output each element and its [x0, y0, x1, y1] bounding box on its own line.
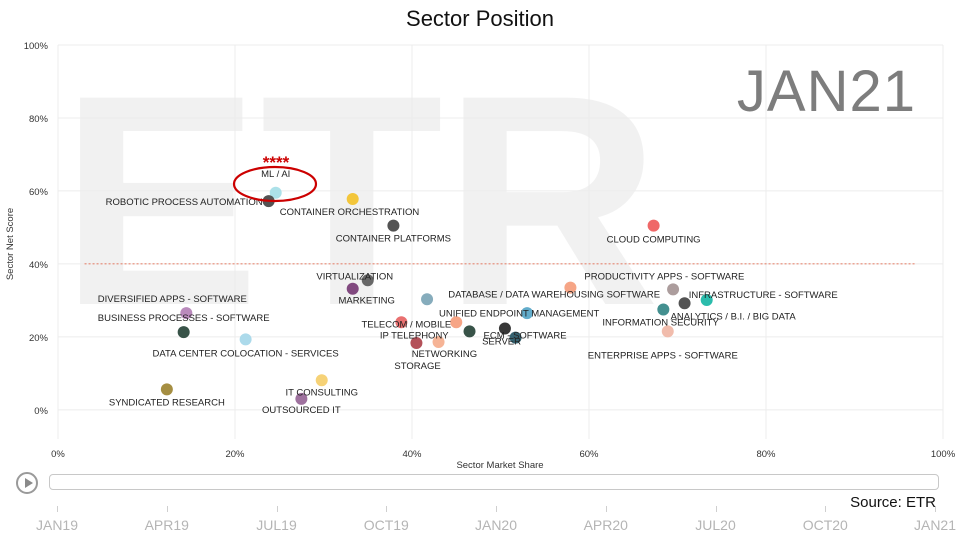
point-label: DATABASE / DATA WAREHOUSING SOFTWARE	[448, 289, 660, 300]
data-point[interactable]	[521, 307, 534, 320]
data-point[interactable]	[463, 325, 476, 338]
data-point[interactable]	[432, 335, 445, 348]
point-label: DIVERSIFIED APPS - SOFTWARE	[98, 294, 247, 305]
point-label: DATA CENTER COLOCATION - SERVICES	[153, 348, 339, 359]
timeline-label[interactable]: JUL19	[256, 517, 297, 533]
point-label: INFORMATION SECURITY	[602, 317, 719, 328]
point-label: MARKETING	[338, 296, 394, 307]
point-label: SYNDICATED RESEARCH	[109, 397, 225, 408]
timeline-tick	[715, 506, 717, 512]
timeline-label[interactable]: JAN19	[35, 517, 79, 533]
data-point[interactable]	[346, 282, 359, 295]
data-point[interactable]	[346, 192, 359, 205]
point-label: IT CONSULTING	[285, 387, 358, 398]
timeline-label[interactable]: OCT19	[363, 517, 409, 533]
highlight-ellipse	[232, 165, 318, 203]
x-tick-label: 80%	[756, 449, 776, 460]
data-point[interactable]	[564, 281, 577, 294]
y-tick-label: 100%	[24, 41, 49, 52]
x-tick-label: 60%	[579, 449, 599, 460]
x-tick-label: 20%	[225, 449, 245, 460]
x-axis-label: Sector Market Share	[456, 460, 543, 470]
y-axis-label: Sector Net Score	[5, 208, 16, 280]
point-label: STORAGE	[394, 361, 440, 372]
point-label: VIRTUALIZATION	[316, 271, 393, 282]
timeline-tick	[166, 506, 168, 512]
data-point[interactable]	[498, 322, 511, 335]
point-label: TELECOM / MOBILE	[362, 319, 452, 330]
timeline-label[interactable]: APR19	[144, 517, 189, 533]
timeline-tick	[386, 506, 388, 512]
data-point[interactable]	[395, 316, 408, 329]
chart-title: Sector Position	[406, 6, 554, 31]
data-point[interactable]	[421, 293, 434, 306]
point-label: CLOUD COMPUTING	[607, 235, 701, 246]
x-tick-label: 100%	[931, 449, 956, 460]
timeline-label[interactable]: APR20	[583, 517, 628, 533]
timeline-tick	[825, 506, 827, 512]
x-tick-label: 0%	[51, 449, 65, 460]
highlight-marker: ****	[263, 153, 290, 172]
timeline-label[interactable]: OCT20	[802, 517, 848, 533]
point-label: PRODUCTIVITY APPS - SOFTWARE	[584, 272, 744, 283]
data-point[interactable]	[661, 325, 674, 338]
timeline-label[interactable]: JAN20	[474, 517, 518, 533]
point-label: INFRASTRUCTURE - SOFTWARE	[689, 290, 838, 301]
timeline-label[interactable]: JUL20	[695, 517, 736, 533]
data-point[interactable]	[160, 383, 173, 396]
point-label: ECM - SOFTWARE	[484, 330, 567, 341]
timeline-tick	[57, 506, 58, 512]
source-note: Source: ETR	[850, 494, 936, 511]
axis-ticks: 0% 20% 40% 60% 80% 100% 0% 20% 40% 60% 80% 100%	[24, 41, 956, 460]
data-point[interactable]	[509, 331, 522, 344]
point-label: UNIFIED ENDPOINT MANAGEMENT	[439, 308, 599, 319]
data-point[interactable]	[387, 219, 400, 232]
point-label: BUSINESS PROCESSES - SOFTWARE	[98, 313, 270, 324]
data-point[interactable]	[180, 307, 193, 320]
data-point[interactable]	[410, 337, 423, 350]
data-point[interactable]	[315, 374, 328, 387]
data-point[interactable]	[295, 392, 308, 405]
point-label: ENTERPRISE APPS - SOFTWARE	[588, 350, 738, 361]
data-point[interactable]	[647, 219, 660, 232]
watermark-logo: ETR	[60, 32, 660, 368]
data-points	[160, 186, 713, 405]
timeline-slider[interactable]	[49, 474, 939, 490]
point-label: NETWORKING	[412, 349, 477, 360]
timeline-tick	[496, 506, 497, 512]
scatter-chart: 0% 20% 40% 60% 80% 100% 0% 20% 40% 60% 80% 100% ML …	[5, 41, 956, 470]
data-point[interactable]	[269, 186, 282, 199]
timeline-tick	[935, 506, 936, 512]
y-tick-label: 40%	[29, 260, 49, 271]
point-label: OUTSOURCED IT	[262, 405, 341, 416]
timeline-label[interactable]: JAN21	[913, 517, 957, 533]
point-label: CONTAINER PLATFORMS	[336, 234, 451, 245]
x-tick-label: 40%	[402, 449, 422, 460]
y-tick-label: 80%	[29, 114, 49, 125]
y-tick-label: 0%	[34, 406, 48, 417]
data-point[interactable]	[667, 283, 680, 296]
y-tick-label: 60%	[29, 187, 49, 198]
point-labels: ML / AI ROBOTIC PROCESS AUTOMATION CONTAIN…	[98, 169, 838, 416]
point-label: IP TELEPHONY	[380, 330, 449, 341]
point-label: CONTAINER ORCHESTRATION	[280, 207, 420, 218]
point-label: ROBOTIC PROCESS AUTOMATION	[106, 197, 263, 208]
data-point[interactable]	[239, 333, 252, 346]
play-button[interactable]	[16, 472, 38, 494]
data-point[interactable]	[177, 326, 190, 339]
period-label: JAN21	[736, 59, 916, 124]
data-point[interactable]	[657, 303, 670, 316]
y-tick-label: 20%	[29, 333, 49, 344]
data-point[interactable]	[678, 297, 691, 310]
data-point[interactable]	[700, 294, 713, 307]
point-label: SERVER	[482, 337, 521, 348]
point-label: ANALYTICS / B.I. / BIG DATA	[671, 311, 797, 322]
data-point[interactable]	[361, 274, 374, 287]
data-point[interactable]	[450, 316, 463, 329]
plot-grid	[57, 44, 944, 439]
timeline-tick	[605, 506, 607, 512]
point-label: ML / AI	[261, 169, 290, 180]
timeline-tick	[276, 506, 278, 512]
